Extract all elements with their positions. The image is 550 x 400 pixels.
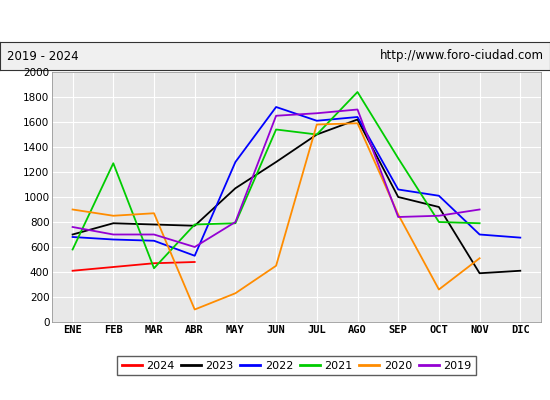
Text: 2019 - 2024: 2019 - 2024 xyxy=(7,50,78,62)
Legend: 2024, 2023, 2022, 2021, 2020, 2019: 2024, 2023, 2022, 2021, 2020, 2019 xyxy=(117,356,476,375)
Text: http://www.foro-ciudad.com: http://www.foro-ciudad.com xyxy=(379,50,543,62)
Text: Evolucion Nº Turistas Nacionales en el municipio de Aiguamúrcia: Evolucion Nº Turistas Nacionales en el m… xyxy=(7,13,543,29)
